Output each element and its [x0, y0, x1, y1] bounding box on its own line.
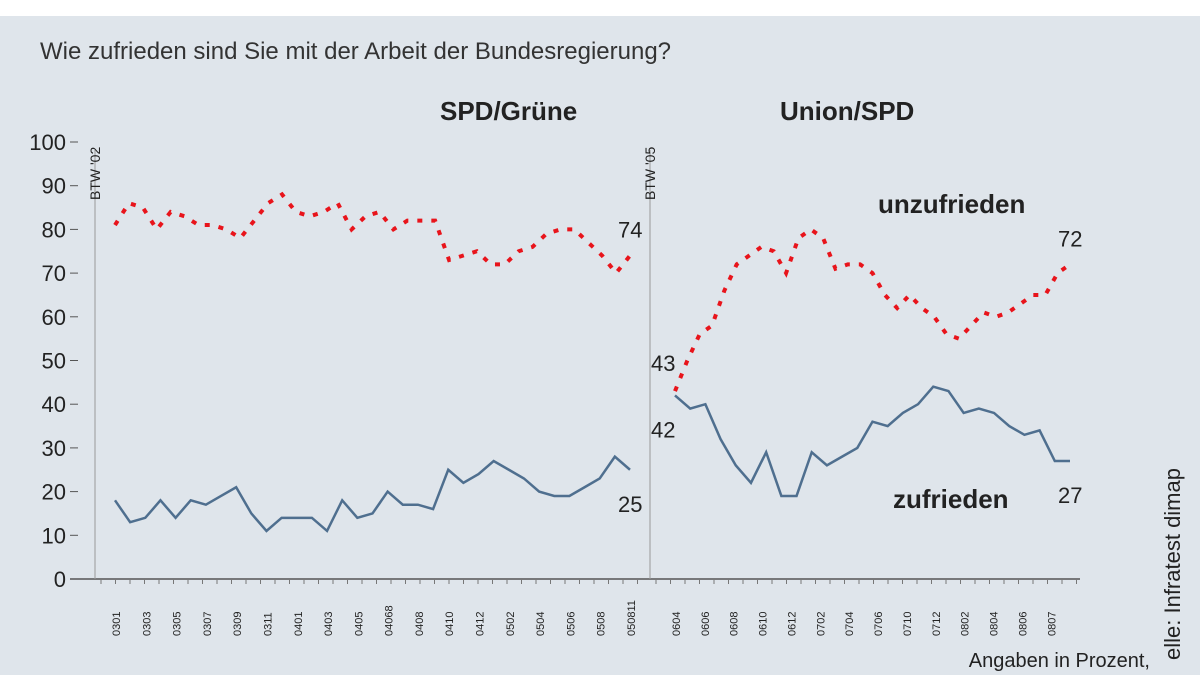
- x-tick-label: 0403: [323, 612, 335, 636]
- series-line-zufrieden: [113, 454, 631, 533]
- series-line-unzufrieden: [673, 226, 1072, 392]
- x-tick-label: 0804: [989, 612, 1001, 636]
- x-tick-label: 050811: [626, 600, 638, 636]
- y-tick-label: 70: [42, 261, 66, 286]
- x-tick-label: 0311: [262, 612, 274, 636]
- start-value-label: 43: [651, 351, 675, 376]
- x-tick-label: 0301: [111, 612, 123, 636]
- y-tick-label: 20: [42, 480, 66, 505]
- x-tick-label: 0410: [444, 612, 456, 636]
- x-tick-label: 0502: [505, 612, 517, 636]
- end-value-label: 72: [1058, 226, 1082, 251]
- x-tick-label: 0610: [758, 612, 770, 636]
- x-tick-label: 0508: [596, 612, 608, 636]
- x-tick-label: 0412: [475, 612, 487, 636]
- x-tick-label: 0604: [671, 612, 683, 636]
- x-tick-label: 0506: [565, 612, 577, 636]
- x-tick-label: 0309: [232, 612, 244, 636]
- x-tick-label: 04068: [384, 605, 396, 636]
- y-tick-label: 80: [42, 217, 66, 242]
- top-band: [0, 0, 1200, 16]
- y-tick-label: 90: [42, 174, 66, 199]
- x-tick-label: 0710: [902, 612, 914, 636]
- y-tick-label: 60: [42, 305, 66, 330]
- x-tick-label: 0307: [202, 612, 214, 636]
- annotation-unzufrieden: unzufrieden: [878, 189, 1025, 219]
- x-tick-label: 0702: [815, 612, 827, 636]
- y-tick-label: 10: [42, 523, 66, 548]
- y-tick-label: 50: [42, 349, 66, 374]
- panel-title-left: SPD/Grüne: [440, 96, 578, 126]
- end-value-label: 74: [618, 218, 642, 243]
- y-tick-label: 40: [42, 392, 66, 417]
- start-value-label: 42: [651, 417, 675, 442]
- x-tick-label: 0608: [729, 612, 741, 636]
- chart-question: Wie zufrieden sind Sie mit der Arbeit de…: [40, 38, 672, 65]
- x-tick-label: 0606: [700, 612, 712, 636]
- x-tick-label: 0405: [353, 612, 365, 636]
- x-tick-label: 0303: [141, 612, 153, 636]
- end-value-label: 25: [618, 492, 642, 517]
- annotation-zufrieden: zufrieden: [893, 484, 1009, 514]
- election-marker-label: BTW '02: [87, 147, 103, 200]
- y-tick-label: 0: [54, 567, 66, 592]
- x-tick-label: 0807: [1046, 612, 1058, 636]
- y-tick-label: 100: [29, 130, 66, 155]
- end-value-label: 27: [1058, 483, 1082, 508]
- x-tick-label: 0504: [535, 612, 547, 636]
- x-tick-label: 0706: [873, 612, 885, 636]
- x-tick-label: 0712: [931, 612, 943, 636]
- x-tick-label: 0408: [414, 612, 426, 636]
- x-tick-label: 0612: [786, 612, 798, 636]
- x-tick-label: 0704: [844, 612, 856, 636]
- series-line-unzufrieden: [113, 191, 632, 277]
- x-tick-label: 0305: [172, 612, 184, 636]
- panel-title-right: Union/SPD: [780, 96, 915, 126]
- x-tick-label: 0401: [293, 612, 305, 636]
- x-tick-label: 0806: [1017, 612, 1029, 636]
- y-tick-label: 30: [42, 436, 66, 461]
- unit-note: Angaben in Prozent,: [968, 650, 1150, 672]
- series-line-zufrieden: [674, 385, 1070, 498]
- x-tick-label: 0802: [960, 612, 972, 636]
- election-marker-label: BTW '05: [642, 147, 658, 200]
